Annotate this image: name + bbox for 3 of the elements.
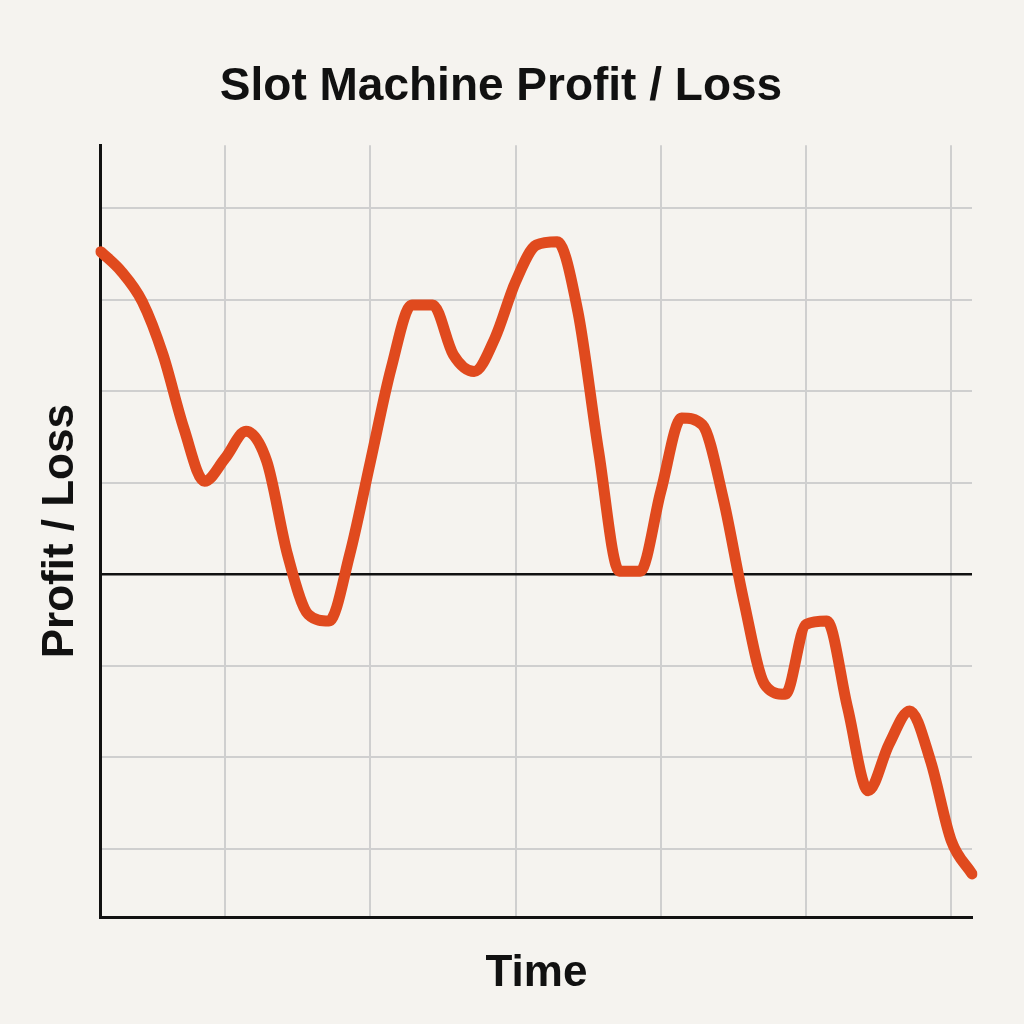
x-axis-title: Time	[485, 945, 588, 995]
y-axis-title: Profit / Loss	[32, 404, 82, 659]
chart-title: Slot Machine Profit / Loss	[219, 58, 783, 111]
